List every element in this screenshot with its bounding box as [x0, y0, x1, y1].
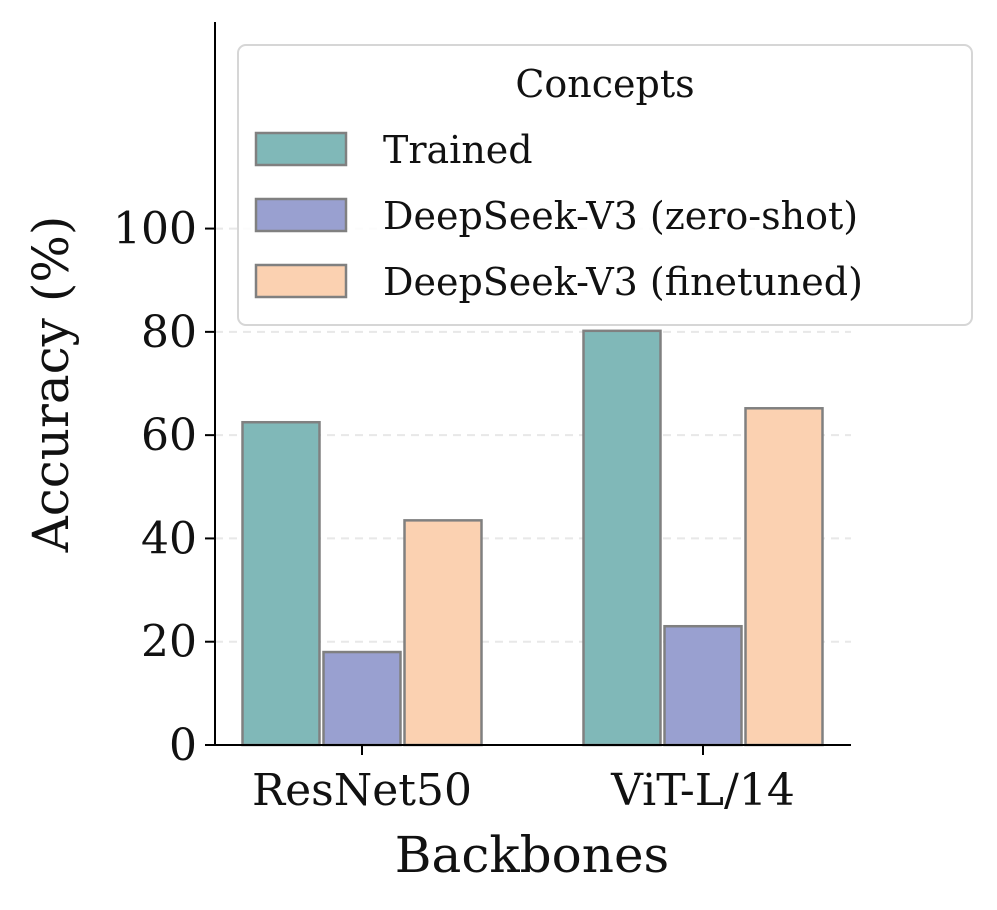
y-axis-title: Accuracy (%): [22, 216, 80, 554]
legend-swatch: [254, 263, 348, 299]
legend-frame: [237, 44, 973, 326]
legend-swatch: [254, 197, 348, 233]
legend-swatch: [254, 131, 348, 167]
y-tick-label: 60: [141, 410, 197, 461]
y-tick-label: 100: [113, 204, 197, 255]
bars-group: [241, 329, 824, 747]
legend-label: Trained: [383, 128, 533, 172]
y-ticks: 0 20 40 60 80 100: [113, 204, 215, 771]
legend-label: DeepSeek-V3 (zero-shot): [383, 194, 858, 238]
bar: [403, 519, 483, 747]
bar: [663, 624, 743, 747]
x-tick-label: ResNet50: [252, 765, 472, 816]
bar: [744, 407, 824, 747]
bar: [241, 420, 321, 747]
legend-items: Trained DeepSeek-V3 (zero-shot) DeepSeek-V…: [254, 128, 863, 304]
x-tick-label: ViT-L/14: [610, 765, 795, 816]
legend: Concepts Trained DeepSeek-V3 (zero-shot) D…: [237, 44, 973, 326]
legend-title: Concepts: [515, 62, 694, 106]
x-axis-title: Backbones: [395, 826, 669, 884]
x-ticks: ResNet50 ViT-L/14: [252, 745, 795, 816]
bar: [322, 650, 402, 747]
legend-label: DeepSeek-V3 (finetuned): [383, 260, 863, 304]
y-tick-label: 80: [141, 307, 197, 358]
y-tick-label: 40: [141, 513, 197, 564]
y-tick-label: 0: [169, 720, 197, 771]
bar: [582, 329, 662, 747]
y-tick-label: 20: [141, 617, 197, 668]
